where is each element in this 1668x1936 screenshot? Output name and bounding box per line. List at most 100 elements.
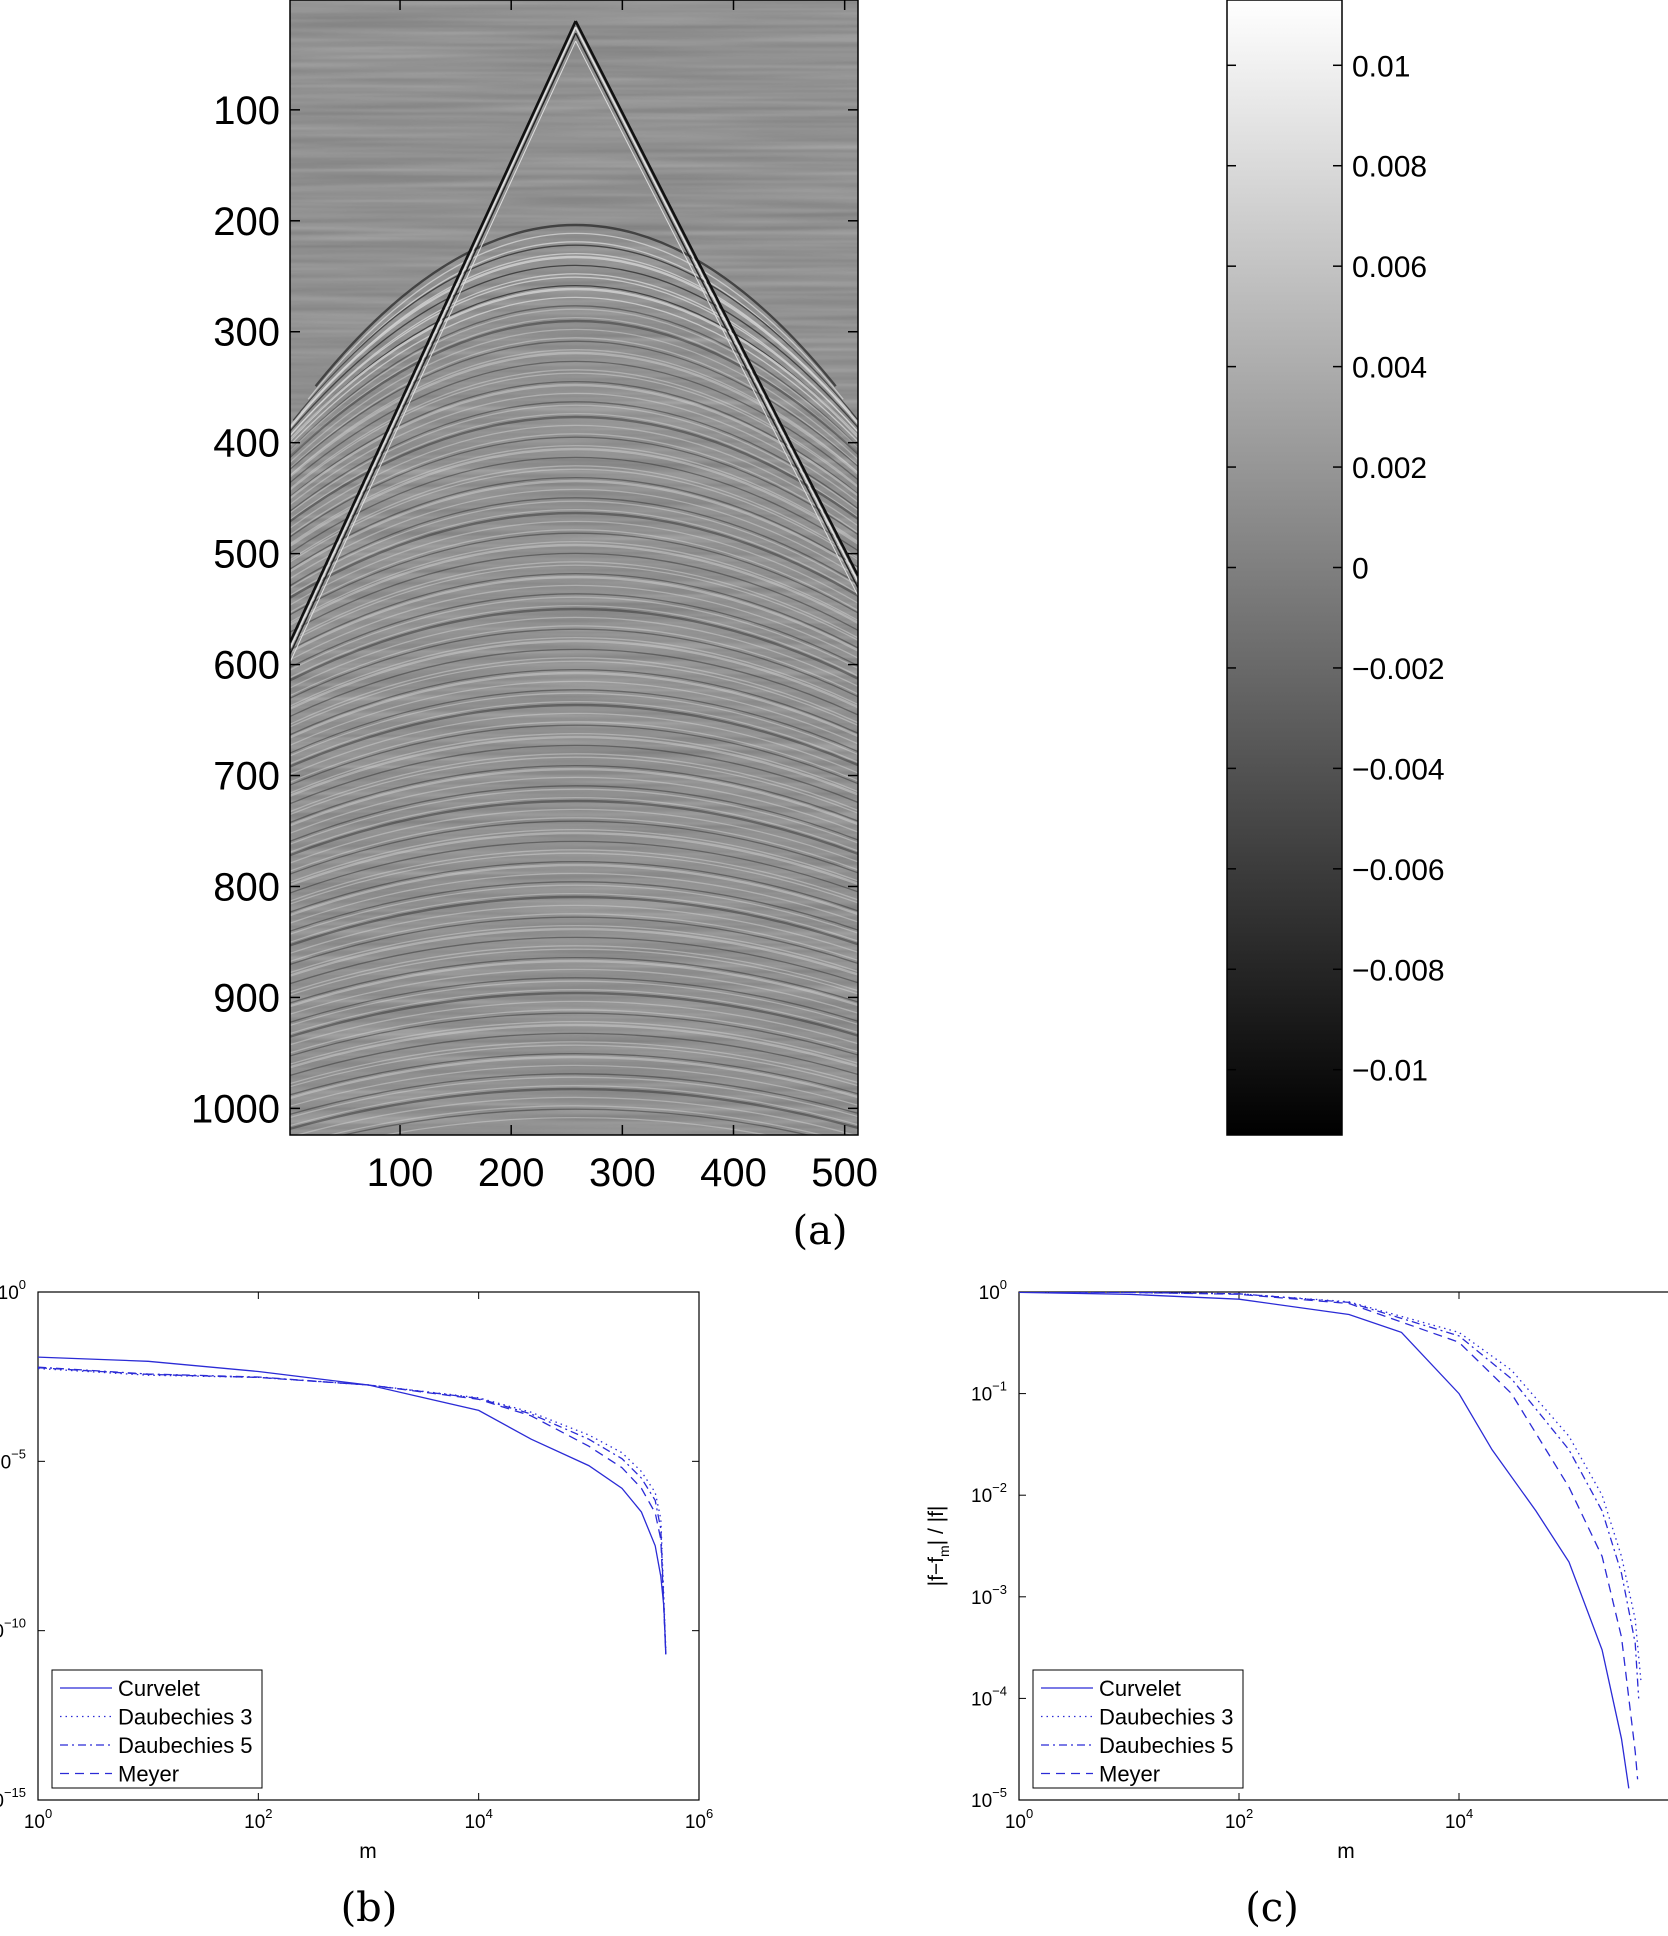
legend-box: [51, 1669, 263, 1789]
direct-wave-left: [290, 32, 577, 655]
y-tick-label: 300: [213, 311, 280, 355]
seismic-arc: [290, 736, 858, 798]
series-line-meyer: [1019, 1292, 1639, 1780]
seismic-arc: [290, 861, 858, 913]
seismic-arc: [290, 564, 858, 644]
seismic-arc: [290, 360, 858, 484]
seismic-arc: [290, 625, 858, 697]
seismic-arc: [290, 1041, 858, 1085]
caption-a: (a): [792, 1208, 847, 1254]
y-tick-label: 400: [213, 422, 280, 466]
seismic-arc: [290, 544, 858, 627]
seismic-arc: [290, 433, 858, 536]
y-tick-label: 10−1: [971, 1379, 1007, 1406]
seismic-arc: [290, 764, 858, 824]
seismic-arc: [290, 753, 858, 813]
plot-c-ticks: 100102104110010−110−210−310−410−5: [971, 1277, 1473, 1833]
colorbar-tick-label: 0.004: [1352, 352, 1427, 385]
y-tick-label: 900: [213, 976, 280, 1020]
seismic-arc: [290, 1053, 858, 1096]
seismic-arc: [290, 913, 858, 963]
colorbar-tick-label: −0.008: [1352, 954, 1445, 987]
seismic-arc: [290, 296, 858, 447]
plot-c-x-label: m: [1337, 1840, 1355, 1863]
plot-b-ticks: 100 102 104 106 100 10−5 10−10 10−15: [0, 1277, 713, 1833]
y-tick-label: 600: [213, 644, 280, 688]
seismic-image-texture: [290, 0, 858, 1135]
seismic-arc: [290, 413, 858, 521]
seismic-arc: [290, 968, 858, 1016]
legend-entry-label: Meyer: [118, 1762, 179, 1787]
seismic-arc: [290, 689, 858, 754]
seismic-arc: [290, 1064, 858, 1107]
seismic-arc: [290, 1084, 858, 1127]
legend-box: [1032, 1669, 1244, 1789]
seismic-arc: [290, 348, 858, 477]
seismic-arc: [290, 680, 858, 747]
direct-wave-right: [574, 26, 858, 583]
seismic-arc: [290, 608, 858, 682]
seismic-arc: [290, 1076, 858, 1119]
seismic-arc: [290, 703, 858, 769]
seismic-arc: [290, 605, 858, 679]
y-tick-label: 10−2: [971, 1480, 1007, 1507]
seismic-arc: [290, 476, 858, 571]
seismic-arc: [290, 512, 858, 600]
seismic-arc: [290, 977, 858, 1024]
seismic-arc: [290, 636, 858, 707]
direct-wave-left: [290, 40, 577, 663]
y-tick-label: 100: [0, 1277, 26, 1304]
seismic-arc: [290, 956, 858, 1004]
colorbar-tick-label: 0.008: [1352, 151, 1427, 184]
seismic-arc: [290, 1012, 858, 1057]
seismic-arc: [314, 224, 837, 387]
seismic-arc: [290, 925, 858, 974]
x-tick-label: 106: [685, 1806, 713, 1833]
seismic-image-frame: [289, 0, 859, 1136]
colorbar-tick-label: 0.006: [1352, 251, 1427, 284]
seismic-arc: [290, 797, 858, 854]
caption-b: (b): [341, 1885, 398, 1931]
seismic-arc: [290, 561, 858, 641]
seismic-arc: [290, 401, 858, 513]
y-tick-label: 100: [979, 1277, 1007, 1304]
seismic-arc: [290, 404, 858, 514]
legend-entry-label: Curvelet: [118, 1676, 200, 1701]
seismic-arc: [290, 648, 858, 718]
seismic-arc: [290, 1032, 858, 1077]
seismic-arc: [290, 872, 858, 925]
x-tick-label: 200: [478, 1151, 545, 1195]
seismic-arc: [290, 392, 858, 506]
caption-c: (c): [1245, 1885, 1299, 1931]
seismic-arc: [300, 241, 852, 413]
seismic-arc: [290, 1023, 858, 1069]
seismic-arc: [381, 1117, 771, 1135]
seismic-arc: [290, 372, 858, 492]
colorbar-tick-label: 0.002: [1352, 452, 1427, 485]
seismic-arc: [290, 532, 858, 616]
seismic-arc: [290, 1009, 858, 1054]
x-tick-label: 102: [1225, 1806, 1253, 1833]
seismic-arc: [290, 863, 858, 917]
seismic-arc: [290, 959, 858, 1008]
seismic-arc: [290, 273, 858, 437]
y-tick-label: 10−5: [971, 1785, 1007, 1812]
seismic-arc: [290, 799, 858, 857]
seismic-arc: [290, 1000, 858, 1046]
seismic-arc: [290, 660, 858, 728]
seismic-arc: [290, 456, 858, 554]
seismic-arc: [290, 756, 858, 816]
seismic-arc: [290, 444, 858, 545]
seismic-arc: [290, 320, 858, 459]
seismic-arc: [327, 1105, 825, 1135]
y-tick-label: 10−3: [971, 1582, 1007, 1609]
x-tick-label: 102: [244, 1806, 272, 1833]
seismic-arc: [290, 584, 858, 661]
seismic-arc: [290, 596, 858, 671]
colorbar-tick-label: 0: [1352, 553, 1369, 586]
legend-entry-label: Daubechies 5: [1099, 1733, 1234, 1758]
seismic-arc: [290, 828, 858, 883]
seismic-arc: [290, 316, 858, 458]
seismic-arc: [290, 328, 858, 464]
